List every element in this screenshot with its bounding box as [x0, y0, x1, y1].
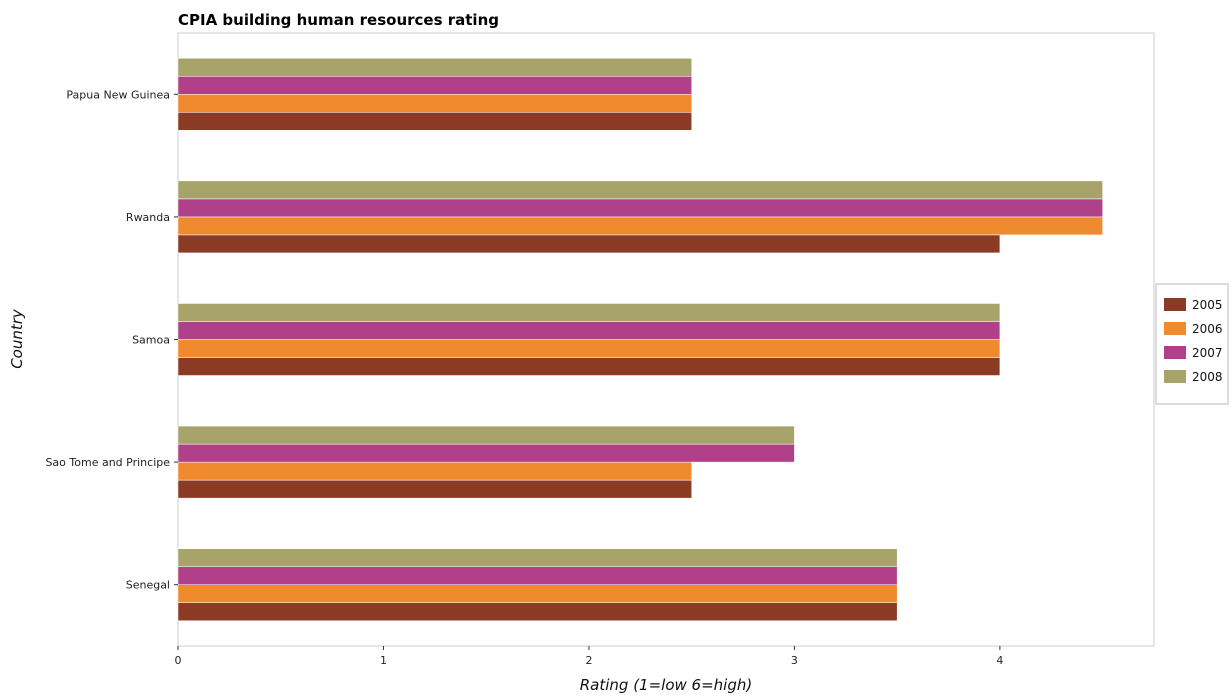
bar-2007-senegal [177, 566, 898, 585]
y-tick-label: Papua New Guinea [66, 88, 170, 101]
bar-2007-papua-new-guinea [177, 76, 692, 95]
chart-title: CPIA building human resources rating [178, 11, 499, 29]
bar-2005-sao-tome-and-principe [177, 479, 692, 499]
bar-2006-rwanda [177, 216, 1103, 236]
bar-2007-samoa [177, 321, 1001, 340]
y-axis-ticks: Papua New Guinea Rwanda Samoa Sao Tome and … [45, 88, 178, 592]
bars-group [177, 58, 1103, 621]
x-tick-label: 4 [996, 654, 1003, 667]
y-axis-label: Country [8, 308, 26, 369]
y-tick-label: Senegal [126, 579, 170, 592]
legend-swatch-2005 [1164, 298, 1186, 311]
legend-label-2005: 2005 [1192, 298, 1223, 312]
bar-2007-sao-tome-and-principe [177, 443, 795, 463]
bar-2008-senegal [177, 548, 898, 567]
bar-2008-sao-tome-and-principe [177, 425, 795, 445]
legend-swatch-2007 [1164, 346, 1186, 359]
bar-2007-rwanda [177, 198, 1103, 218]
bar-2008-papua-new-guinea [177, 58, 692, 77]
bar-2006-papua-new-guinea [177, 94, 692, 113]
legend-swatch-2006 [1164, 322, 1186, 335]
x-axis-ticks: 0 1 2 3 4 [175, 646, 1003, 667]
y-tick-label: Rwanda [126, 211, 170, 224]
bar-2005-samoa [177, 357, 1001, 376]
bar-2005-papua-new-guinea [177, 112, 692, 131]
y-tick-label: Sao Tome and Principe [45, 456, 170, 469]
x-tick-label: 0 [175, 654, 182, 667]
bar-2006-samoa [177, 339, 1001, 358]
bar-2005-senegal [177, 602, 898, 621]
bar-2006-sao-tome-and-principe [177, 461, 692, 481]
x-tick-label: 1 [380, 654, 387, 667]
bar-2005-rwanda [177, 234, 1001, 254]
legend-label-2007: 2007 [1192, 346, 1223, 360]
y-tick-label: Samoa [132, 334, 170, 347]
legend-label-2008: 2008 [1192, 370, 1223, 384]
bar-2006-senegal [177, 584, 898, 603]
legend-label-2006: 2006 [1192, 322, 1223, 336]
x-axis-label: Rating (1=low 6=high) [580, 676, 752, 694]
x-tick-label: 3 [791, 654, 798, 667]
x-tick-label: 2 [585, 654, 592, 667]
bar-2008-samoa [177, 303, 1001, 322]
legend: 2005 2006 2007 2008 [1155, 283, 1229, 405]
legend-swatch-2008 [1164, 370, 1186, 383]
bar-2008-rwanda [177, 180, 1103, 200]
